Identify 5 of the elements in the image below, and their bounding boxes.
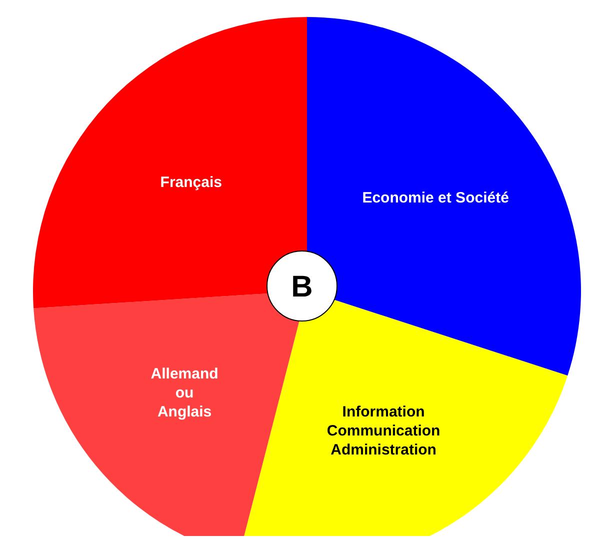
slice-label: Français xyxy=(160,174,222,191)
slice-label: Information Communication Administration xyxy=(326,402,440,458)
slice-label: Allemand ou Anglais xyxy=(150,364,218,420)
center-circle: B xyxy=(265,249,339,323)
slice-label: Economie et Société xyxy=(362,189,509,206)
